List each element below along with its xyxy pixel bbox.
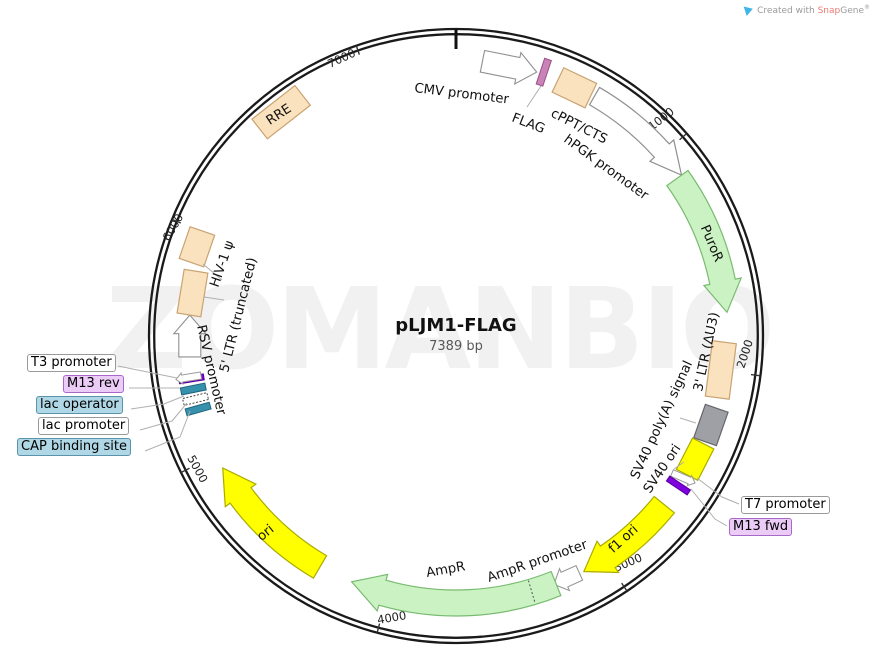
feature-ltr5-truncated[interactable]: [176, 268, 209, 318]
feature-cmv-promoter[interactable]: [479, 49, 538, 86]
plasmid-size: 7389 bp: [429, 339, 483, 354]
feature-rsv-promoter[interactable]: [172, 314, 207, 358]
feature-lac-promoter-marker[interactable]: [181, 392, 210, 406]
t3-promoter-label[interactable]: T3 promoter: [27, 354, 116, 372]
tick-label-7000: 7000: [325, 46, 357, 71]
snapgene-credit: Created with SnapGene®: [743, 4, 870, 16]
flag-shape: [535, 57, 552, 87]
m13-fwd-marker-shape: [665, 475, 692, 496]
feature-cap-binding-site-marker[interactable]: [184, 401, 212, 417]
tick-label-6000: 6000: [159, 211, 186, 243]
feature-ampr[interactable]: [350, 570, 562, 617]
feature-sv40-polya-signal[interactable]: [692, 403, 729, 447]
credit-text: Created with SnapGene®: [757, 4, 870, 16]
tick-3000: [621, 582, 628, 592]
feature-ori[interactable]: [222, 466, 328, 579]
hiv1-psi-leader: [202, 263, 223, 281]
cppt-cts-shape: [551, 66, 598, 109]
flag-leader: [526, 85, 542, 108]
lac-promoter-marker-shape: [181, 392, 210, 406]
feature-puror[interactable]: [666, 169, 743, 314]
cap-binding-site-label[interactable]: CAP binding site: [17, 438, 132, 456]
tick-label-4000: 4000: [376, 608, 407, 627]
tick-1000: [679, 132, 688, 141]
feature-sv40-ori[interactable]: [675, 437, 715, 482]
ampr-signal-boundary: [527, 580, 536, 604]
rre-shape: [251, 84, 312, 140]
feature-ampr-promoter[interactable]: [553, 564, 584, 592]
features-layer: [172, 49, 743, 617]
ltr3-du3-shape: [704, 339, 737, 400]
label-flag: FLAG: [510, 111, 547, 137]
plasmid-title: pLJM1-FLAG: [395, 315, 516, 336]
lac-promoter-leader: [139, 402, 188, 431]
m13-fwd-label[interactable]: M13 fwd: [729, 518, 793, 536]
lac-operator-leader: [130, 395, 185, 410]
m13-rev-label[interactable]: M13 rev: [63, 375, 124, 393]
tick-2000: [750, 373, 761, 377]
sv40-polya-leader: [679, 417, 697, 424]
cap-binding-site-marker-shape: [184, 401, 212, 417]
feature-rre[interactable]: [251, 84, 312, 140]
hiv1-psi-shape: [178, 225, 216, 268]
label-hiv1-psi: HIV-1 ψ: [208, 239, 238, 289]
label-cmv-promoter: CMV promoter: [414, 81, 511, 108]
ltr5-leader: [203, 296, 225, 301]
tick-label-2000: 2000: [734, 338, 756, 370]
feature-flag[interactable]: [535, 57, 552, 87]
cap-binding-site-leader: [144, 410, 191, 452]
m13-fwd-leader: [690, 488, 728, 527]
t7-promoter-label[interactable]: T7 promoter: [741, 496, 830, 514]
backbone-ring-1: [153, 33, 759, 639]
feature-t7-promoter-marker[interactable]: [669, 469, 696, 487]
label-hpgk-promoter: hPGK promoter: [561, 132, 652, 204]
feature-hiv1-psi[interactable]: [178, 225, 216, 268]
feature-m13-fwd-marker[interactable]: [665, 475, 692, 496]
feature-t3-promoter-marker[interactable]: [175, 371, 203, 386]
leader-lines: [117, 85, 740, 527]
lac-promoter-label[interactable]: lac promoter: [38, 417, 130, 435]
lac-operator-label[interactable]: lac operator: [36, 396, 123, 414]
tick-5000: [180, 467, 190, 474]
tick-4000: [376, 623, 381, 633]
lac-operator-marker-shape: [179, 382, 207, 396]
feature-hpgk-promoter[interactable]: [588, 86, 683, 177]
feature-cppt-cts[interactable]: [551, 66, 598, 109]
plasmid-backbone: [147, 27, 765, 645]
t3-promoter-leader: [117, 365, 178, 379]
tick-6000: [171, 218, 182, 224]
label-ampr: AmpR: [425, 559, 466, 581]
tick-7000: [355, 45, 361, 55]
ltr5-truncated-shape: [176, 268, 209, 318]
feature-lac-operator-marker[interactable]: [179, 382, 207, 396]
sv40-ori-leader: [673, 461, 685, 470]
sv40-ori-shape: [675, 437, 715, 482]
feature-ltr3-du3[interactable]: [704, 339, 737, 400]
sv40-polya-signal-shape: [692, 403, 729, 447]
feature-f1-ori[interactable]: [582, 495, 676, 574]
snapgene-logo-icon: [743, 4, 755, 16]
t7-promoter-leader: [696, 477, 740, 505]
